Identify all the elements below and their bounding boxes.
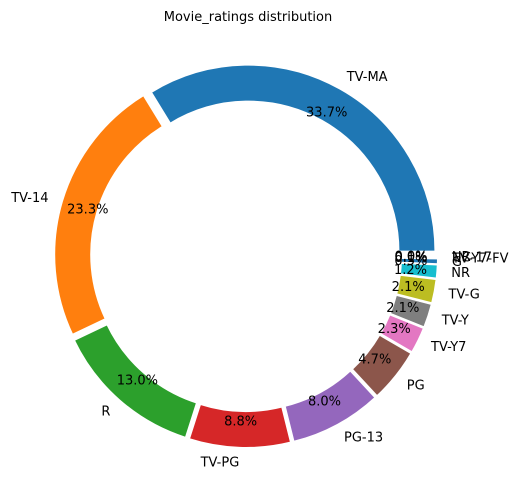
- category-label-r: R: [101, 405, 110, 420]
- category-label-tv-y: TV-Y: [441, 314, 469, 329]
- slice-tv-ma: [151, 65, 436, 252]
- percent-label-pg: 4.7%: [358, 353, 391, 368]
- category-label-tv-g: TV-G: [448, 287, 480, 302]
- category-label-tv-pg: TV-PG: [200, 455, 240, 470]
- percent-label-tv-14: 23.3%: [67, 203, 108, 218]
- percent-label-tv-y7: 2.3%: [378, 322, 411, 337]
- percent-label-r: 13.0%: [117, 374, 158, 389]
- percent-label-ur: 0.0%: [394, 250, 427, 265]
- category-label-ur: UR: [452, 250, 471, 265]
- category-label-tv-14: TV-14: [10, 191, 48, 206]
- chart-title: Movie_ratings distribution: [164, 10, 332, 25]
- percent-label-tv-pg: 8.8%: [224, 414, 257, 429]
- category-label-pg-13: PG-13: [344, 431, 383, 446]
- percent-label-tv-ma: 33.7%: [306, 106, 347, 121]
- slices-layer: [54, 65, 438, 448]
- percent-label-tv-y: 2.1%: [386, 301, 419, 316]
- category-label-pg: PG: [407, 378, 425, 393]
- category-label-tv-y7: TV-Y7: [430, 340, 466, 355]
- percent-label-tv-g: 2.1%: [392, 280, 425, 295]
- category-label-tv-ma: TV-MA: [346, 70, 388, 85]
- percent-label-pg-13: 8.0%: [308, 395, 341, 410]
